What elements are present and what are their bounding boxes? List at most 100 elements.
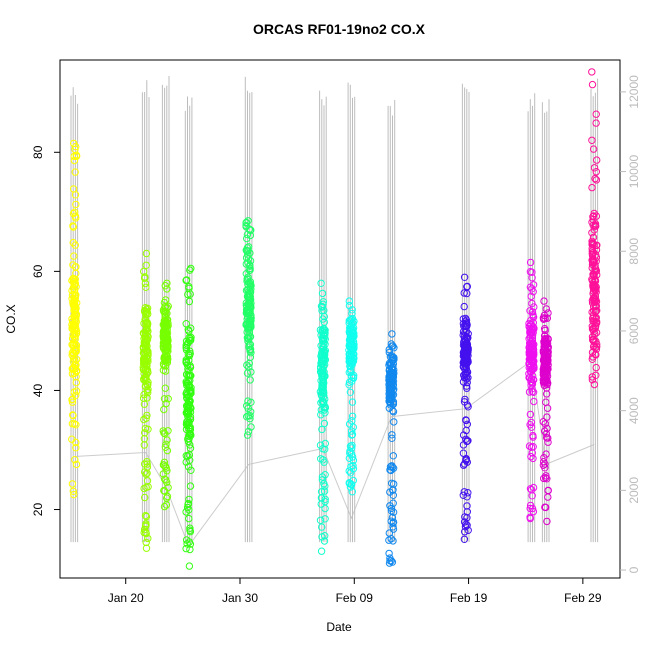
data-point [187,264,195,273]
data-point [144,351,152,359]
data-point [141,304,150,312]
data-point [461,528,469,536]
data-point [539,376,547,384]
data-point [589,343,598,351]
data-point [345,420,354,428]
data-point [544,493,552,501]
data-point [349,462,357,470]
data-point [161,282,170,290]
data-point [71,347,80,355]
data-point [463,384,471,392]
data-point [161,319,169,327]
y2-tick-label: 4000 [627,397,641,424]
data-point [242,270,251,278]
data-point [349,374,358,382]
data-point [349,346,357,354]
data-point [140,307,149,316]
data-point [185,451,194,459]
data-point [142,261,150,269]
data-point [162,321,171,329]
data-point [463,368,471,376]
flight-series-6 [316,279,329,555]
data-point [164,395,172,403]
data-point [589,255,597,264]
data-point [141,424,150,433]
data-point [246,249,254,257]
data-point [161,296,170,304]
data-point [348,453,357,461]
data-point [160,502,169,511]
data-point [182,544,190,553]
data-point [529,281,538,289]
x-tick-label: Feb 09 [336,591,374,605]
data-point [543,475,551,483]
data-point [320,318,328,326]
data-point [540,338,549,347]
data-point [387,391,395,399]
data-point [72,444,80,452]
data-point [187,431,195,440]
data-point [183,381,191,390]
data-point [186,540,195,548]
data-point [71,241,80,249]
data-point [186,444,195,452]
data-point [142,377,150,385]
data-point [244,251,252,259]
data-point [346,469,355,477]
data-point [541,361,549,370]
data-point [71,301,79,309]
data-point [388,352,396,360]
data-point [459,341,468,349]
data-point [348,314,357,323]
data-point [348,398,357,406]
data-point [140,349,148,357]
data-point [459,449,468,457]
data-point [588,183,596,192]
data-point [541,420,549,428]
data-point [543,434,551,442]
data-point [72,387,81,395]
data-point [316,516,325,524]
data-point [185,397,193,405]
data-point [388,558,397,566]
data-point [69,238,77,247]
data-point [318,523,326,531]
data-point [246,292,254,301]
data-point [589,281,597,289]
data-point [348,427,356,435]
x-axis: Jan 20 Jan 30 Feb 09 Feb 19 Feb 29 [108,578,602,605]
flight-series-11 [539,297,552,526]
data-point [387,507,396,515]
data-point [459,461,468,469]
data-point [590,296,598,304]
data-point [592,119,600,127]
data-point [320,406,328,414]
data-point [542,398,550,406]
data-point [462,416,470,425]
data-point [143,322,152,330]
data-point [588,136,596,145]
data-point [69,275,78,283]
data-point [528,299,536,308]
data-point [242,260,251,268]
data-point [141,382,150,391]
data-point [527,452,535,461]
y-axis-label: CO.X [4,304,18,333]
data-point [246,376,254,384]
flight-series-7 [345,297,358,496]
data-point [463,351,471,359]
data-point [71,208,79,217]
data-point [186,266,194,274]
data-point [543,365,551,373]
data-point [72,378,81,387]
data-point [71,456,79,464]
data-point [346,388,355,396]
data-point [72,421,80,429]
y-tick-label: 40 [31,383,45,397]
data-point [141,468,149,476]
data-point [243,275,252,283]
data-point [142,334,150,343]
data-point [589,324,598,332]
flight-series-9 [459,273,472,543]
data-point [317,494,326,502]
